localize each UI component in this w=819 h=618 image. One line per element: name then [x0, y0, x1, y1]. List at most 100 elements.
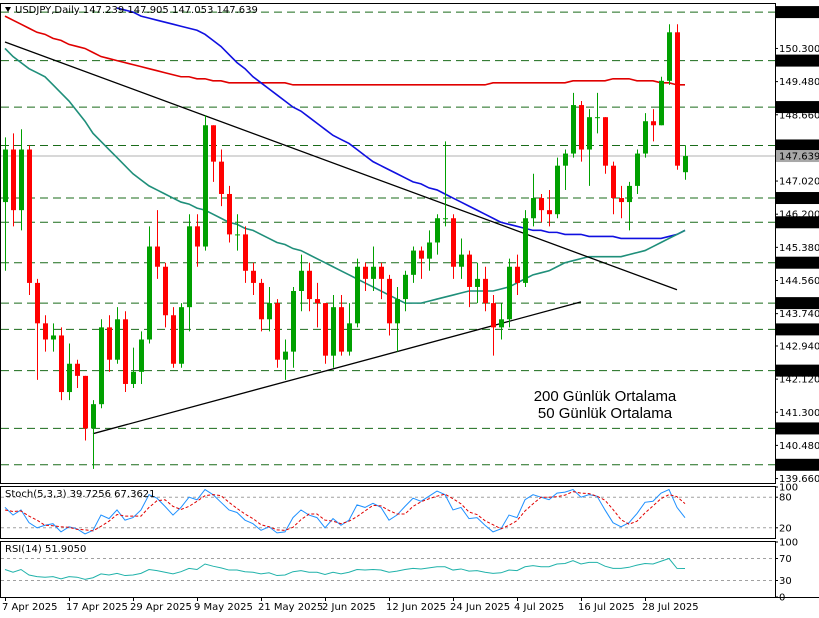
candle-body: [123, 319, 128, 384]
candle-body: [235, 234, 240, 236]
y-tick-label: 141.300: [779, 408, 819, 419]
candle-body: [675, 32, 680, 166]
candle-body: [563, 153, 568, 166]
y-tick-label: 146.200: [779, 210, 819, 221]
y-tick-label: 143.350: [779, 325, 819, 336]
level-box: [776, 6, 819, 19]
stoch-title: Stoch(5,3,3) 39.7256 67.3621: [5, 489, 156, 500]
candle-body: [603, 117, 608, 166]
candle-body: [275, 303, 280, 360]
indicator-line: [4, 47, 686, 304]
chart-title: USDJPY,Daily 147.239 147.905 147.053 147…: [15, 5, 258, 16]
level-box: [776, 364, 819, 377]
y-tick-label: 150.000: [779, 56, 819, 67]
indicator-line: [4, 15, 685, 86]
rsi-title: RSI(14) 51.9050: [5, 544, 86, 555]
candle-body: [115, 319, 120, 360]
candle-body: [379, 266, 384, 279]
candle-body: [515, 266, 520, 283]
level-box: [776, 422, 819, 435]
y-tick-label: 70: [779, 554, 792, 565]
y-tick-label: 145.380: [779, 243, 819, 254]
candle-body: [595, 117, 600, 119]
candle-body: [427, 242, 432, 259]
candle-body: [411, 250, 416, 275]
candle-body: [163, 266, 168, 316]
candle-body: [347, 323, 352, 352]
candles: [3, 7, 688, 469]
level-box: [776, 192, 819, 205]
y-tick-label: 145.000: [779, 258, 819, 269]
y-tick-label: 149.480: [779, 77, 819, 88]
candle-body: [11, 149, 16, 211]
indicator-line: [4, 557, 686, 580]
candle-body: [627, 185, 632, 203]
price-box: [776, 150, 819, 163]
candle-body: [355, 266, 360, 324]
candle-body: [283, 351, 288, 360]
candle-body: [291, 290, 296, 352]
candle-body: [187, 226, 192, 308]
y-tick-label: 150.300: [779, 44, 819, 55]
y-tick-label: 139.660: [779, 474, 819, 485]
candle-body: [547, 210, 552, 215]
candle-body: [147, 246, 152, 340]
candle-body: [267, 303, 272, 320]
candle-body: [475, 278, 480, 287]
y-tick-label: 146.600: [779, 194, 819, 205]
candle-body: [179, 307, 184, 364]
candle-body: [131, 371, 136, 384]
ma-annotation: 200 Günlük Ortalama: [534, 388, 677, 405]
level-box: [776, 139, 819, 152]
indicator: [4, 557, 686, 580]
x-tick-label: 21 May 2025: [258, 602, 323, 613]
candle-body: [459, 254, 464, 267]
candle-body: [339, 307, 344, 352]
y-tick-label: 144.560: [779, 276, 819, 287]
candle-body: [323, 303, 328, 356]
y-tick-label: 140.480: [779, 441, 819, 452]
candle-body: [155, 246, 160, 267]
candle-body: [435, 218, 440, 243]
y-tick-label: 143.740: [779, 309, 819, 320]
x-tick-label: 24 Jun 2025: [450, 602, 510, 613]
y-tick-label: 147.639: [779, 152, 819, 163]
marks-layer: [3, 7, 688, 580]
text-layer: USDJPY,Daily 147.239 147.905 147.053 147…: [0, 5, 819, 613]
candle-body: [491, 303, 496, 328]
candle-body: [75, 363, 80, 376]
trendline: [4, 41, 678, 291]
level-box: [776, 54, 819, 67]
candle-body: [451, 218, 456, 267]
y-tick-label: 100: [779, 538, 798, 549]
candle-body: [363, 266, 368, 279]
candle-body: [371, 266, 376, 279]
level-box: [776, 323, 819, 336]
candle-body: [99, 327, 104, 405]
y-tick-label: 148.850: [779, 103, 819, 114]
y-tick-label: 30: [779, 576, 792, 587]
candle-body: [499, 319, 504, 328]
main-panel: [0, 3, 776, 484]
x-tick-label: 28 Jul 2025: [642, 602, 699, 613]
candle-body: [395, 299, 400, 324]
candle-body: [35, 282, 40, 324]
level-box: [776, 458, 819, 471]
candle-body: [243, 234, 248, 271]
candle-body: [59, 335, 64, 393]
candle-body: [315, 299, 320, 304]
candle-body: [443, 218, 448, 220]
y-tick-label: 151.200: [779, 8, 819, 19]
candle-body: [299, 270, 304, 291]
candle-body: [227, 193, 232, 235]
y-tick-label: 147.020: [779, 177, 819, 188]
candle-body: [643, 121, 648, 154]
candle-body: [507, 266, 512, 320]
dropdown-icon: [5, 7, 11, 12]
candle-body: [259, 282, 264, 320]
y-tick-label: 146.000: [779, 218, 819, 229]
ma-annotation: 50 Günlük Ortalama: [538, 405, 673, 422]
candle-body: [251, 270, 256, 283]
candle-body: [27, 149, 32, 283]
candle-body: [659, 80, 664, 126]
